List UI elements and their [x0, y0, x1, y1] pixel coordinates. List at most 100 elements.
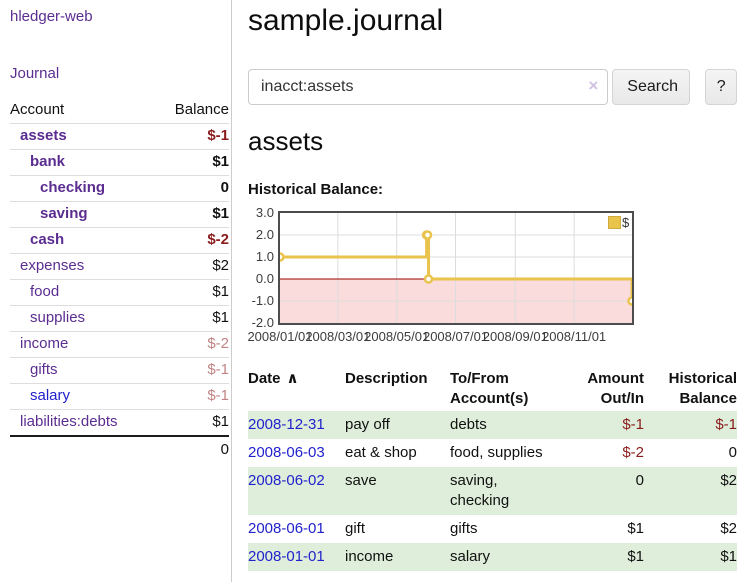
help-button[interactable]: ?	[705, 69, 737, 105]
y-axis-tick-label: -2.0	[251, 315, 274, 330]
accounts-header-balance: Balance	[174, 101, 229, 118]
search-form: × Search ?	[248, 69, 737, 105]
register-header-description: Description	[345, 370, 428, 387]
transaction-balance: $-1	[715, 416, 737, 433]
transaction-date-link[interactable]: 2008-06-03	[248, 444, 325, 461]
transaction-accounts: food, supplies	[450, 444, 543, 461]
transaction-description: eat & shop	[345, 444, 417, 461]
y-axis-tick-label: 0.0	[255, 271, 274, 286]
account-link[interactable]: food	[30, 283, 60, 300]
transaction-balance: $2	[720, 520, 737, 537]
clear-search-icon[interactable]: ×	[588, 76, 599, 95]
accounts-table-body: assets $-1 bank $1 checking 0 saving $1 cash $-2 e…	[10, 123, 229, 436]
transaction-accounts: debts	[450, 416, 487, 433]
x-axis-tick-label: 2008/01/01	[247, 329, 313, 344]
account-balance: $1	[155, 201, 229, 228]
account-row: expenses $2	[10, 253, 229, 280]
y-axis-tick-label: 3.0	[255, 205, 274, 220]
transaction-date-link[interactable]: 2008-12-31	[248, 416, 325, 433]
account-link[interactable]: expenses	[20, 257, 85, 274]
accounts-total-value: 0	[155, 435, 229, 462]
account-row: income $-2	[10, 331, 229, 358]
account-link[interactable]: liabilities:debts	[20, 413, 118, 430]
account-row: liabilities:debts $1	[10, 409, 229, 436]
register-header-amount: Amount Out/In	[587, 370, 644, 407]
account-link[interactable]: salary	[30, 387, 71, 404]
transaction-amount: $1	[627, 548, 644, 565]
account-link[interactable]: income	[20, 335, 69, 352]
transaction-description: save	[345, 472, 377, 489]
account-row: assets $-1	[10, 123, 229, 150]
x-axis-tick-label: 2008/05/01	[364, 329, 430, 344]
transaction-date-link[interactable]: 2008-06-02	[248, 472, 325, 489]
y-axis-tick-label: 2.0	[255, 227, 274, 242]
register-row: 2008-06-03 eat & shop food, supplies $-2 0	[248, 439, 737, 467]
account-link[interactable]: gifts	[30, 361, 58, 378]
transaction-date-link[interactable]: 2008-01-01	[248, 548, 325, 565]
account-balance: $1	[155, 305, 229, 332]
transaction-date-link[interactable]: 2008-06-01	[248, 520, 325, 537]
search-button[interactable]: Search	[612, 69, 691, 105]
account-balance: 0	[155, 175, 229, 202]
page-title: sample.journal	[248, 4, 444, 37]
transaction-amount: $1	[627, 520, 644, 537]
account-balance: $1	[155, 409, 229, 436]
historical-balance-chart: $ 3.0 2.0 1.0 0.0 -1.0 -2.0 2008/01/01 2008/03/…	[247, 205, 737, 347]
account-row: bank $1	[10, 149, 229, 176]
main-content: sample.journal × Search ? assets Histori…	[247, 0, 737, 571]
legend-swatch	[608, 216, 621, 229]
transaction-balance: 0	[728, 444, 737, 461]
account-row: food $1	[10, 279, 229, 306]
transaction-accounts: salary	[450, 548, 491, 565]
transaction-balance: $1	[720, 548, 737, 565]
sidebar: hledger-web Journal Account Balance asse…	[0, 0, 232, 582]
account-balance: $-2	[155, 331, 229, 358]
transaction-amount: $-2	[622, 444, 644, 461]
account-row: checking 0	[10, 175, 229, 202]
account-balance: $1	[155, 149, 229, 176]
account-link[interactable]: saving	[40, 205, 88, 222]
register-table-body: 2008-12-31 pay off debts $-1 $-1 2008-06-03 ea…	[248, 411, 737, 571]
x-axis-tick-label: 2008/09/01	[482, 329, 548, 344]
chart-title: Historical Balance:	[248, 181, 384, 198]
app-title-link[interactable]: hledger-web	[10, 8, 93, 25]
account-link[interactable]: assets	[20, 127, 67, 144]
account-balance: $-1	[155, 357, 229, 384]
search-input[interactable]	[248, 69, 609, 105]
account-row: salary $-1	[10, 383, 229, 410]
register-header-balance: Historical Balance	[668, 370, 737, 407]
accounts-table: Account Balance assets $-1 bank $1 checking 0…	[10, 98, 229, 462]
account-balance: $-1	[155, 383, 229, 410]
accounts-header-account: Account	[10, 101, 65, 118]
account-link[interactable]: checking	[40, 179, 106, 196]
sidebar-item-journal[interactable]: Journal	[10, 65, 60, 82]
transaction-accounts: gifts	[450, 520, 478, 537]
transaction-description: gift	[345, 520, 366, 537]
y-axis-tick-label: -1.0	[251, 293, 274, 308]
account-balance: $-2	[155, 227, 229, 254]
account-link[interactable]: supplies	[30, 309, 86, 326]
transaction-description: income	[345, 548, 394, 565]
transaction-amount: 0	[635, 472, 644, 489]
account-row: cash $-2	[10, 227, 229, 254]
account-link[interactable]: bank	[30, 153, 66, 170]
register-row: 2008-12-31 pay off debts $-1 $-1	[248, 411, 737, 439]
register-row: 2008-01-01 income salary $1 $1	[248, 543, 737, 571]
account-balance: $-1	[155, 123, 229, 150]
register-header-date[interactable]: Date ∧	[248, 370, 299, 387]
register-header-accounts: To/From Account(s)	[450, 370, 529, 407]
accounts-total-row: 0	[10, 435, 229, 462]
register-table: Date ∧ Description To/From Account(s) Amo…	[248, 367, 737, 571]
legend-label: $	[622, 215, 630, 230]
account-heading: assets	[248, 126, 324, 156]
chart-legend: $	[608, 215, 629, 230]
account-link[interactable]: cash	[30, 231, 65, 248]
x-axis-tick-label: 2008/07/01	[422, 329, 489, 344]
chart-plot-area	[278, 211, 634, 325]
register-row: 2008-06-02 save saving, checking 0 $2	[248, 467, 737, 515]
transaction-description: pay off	[345, 416, 390, 433]
transaction-amount: $-1	[622, 416, 644, 433]
account-row: gifts $-1	[10, 357, 229, 384]
transaction-balance: $2	[720, 472, 737, 489]
sort-up-icon: ∧	[286, 370, 299, 387]
